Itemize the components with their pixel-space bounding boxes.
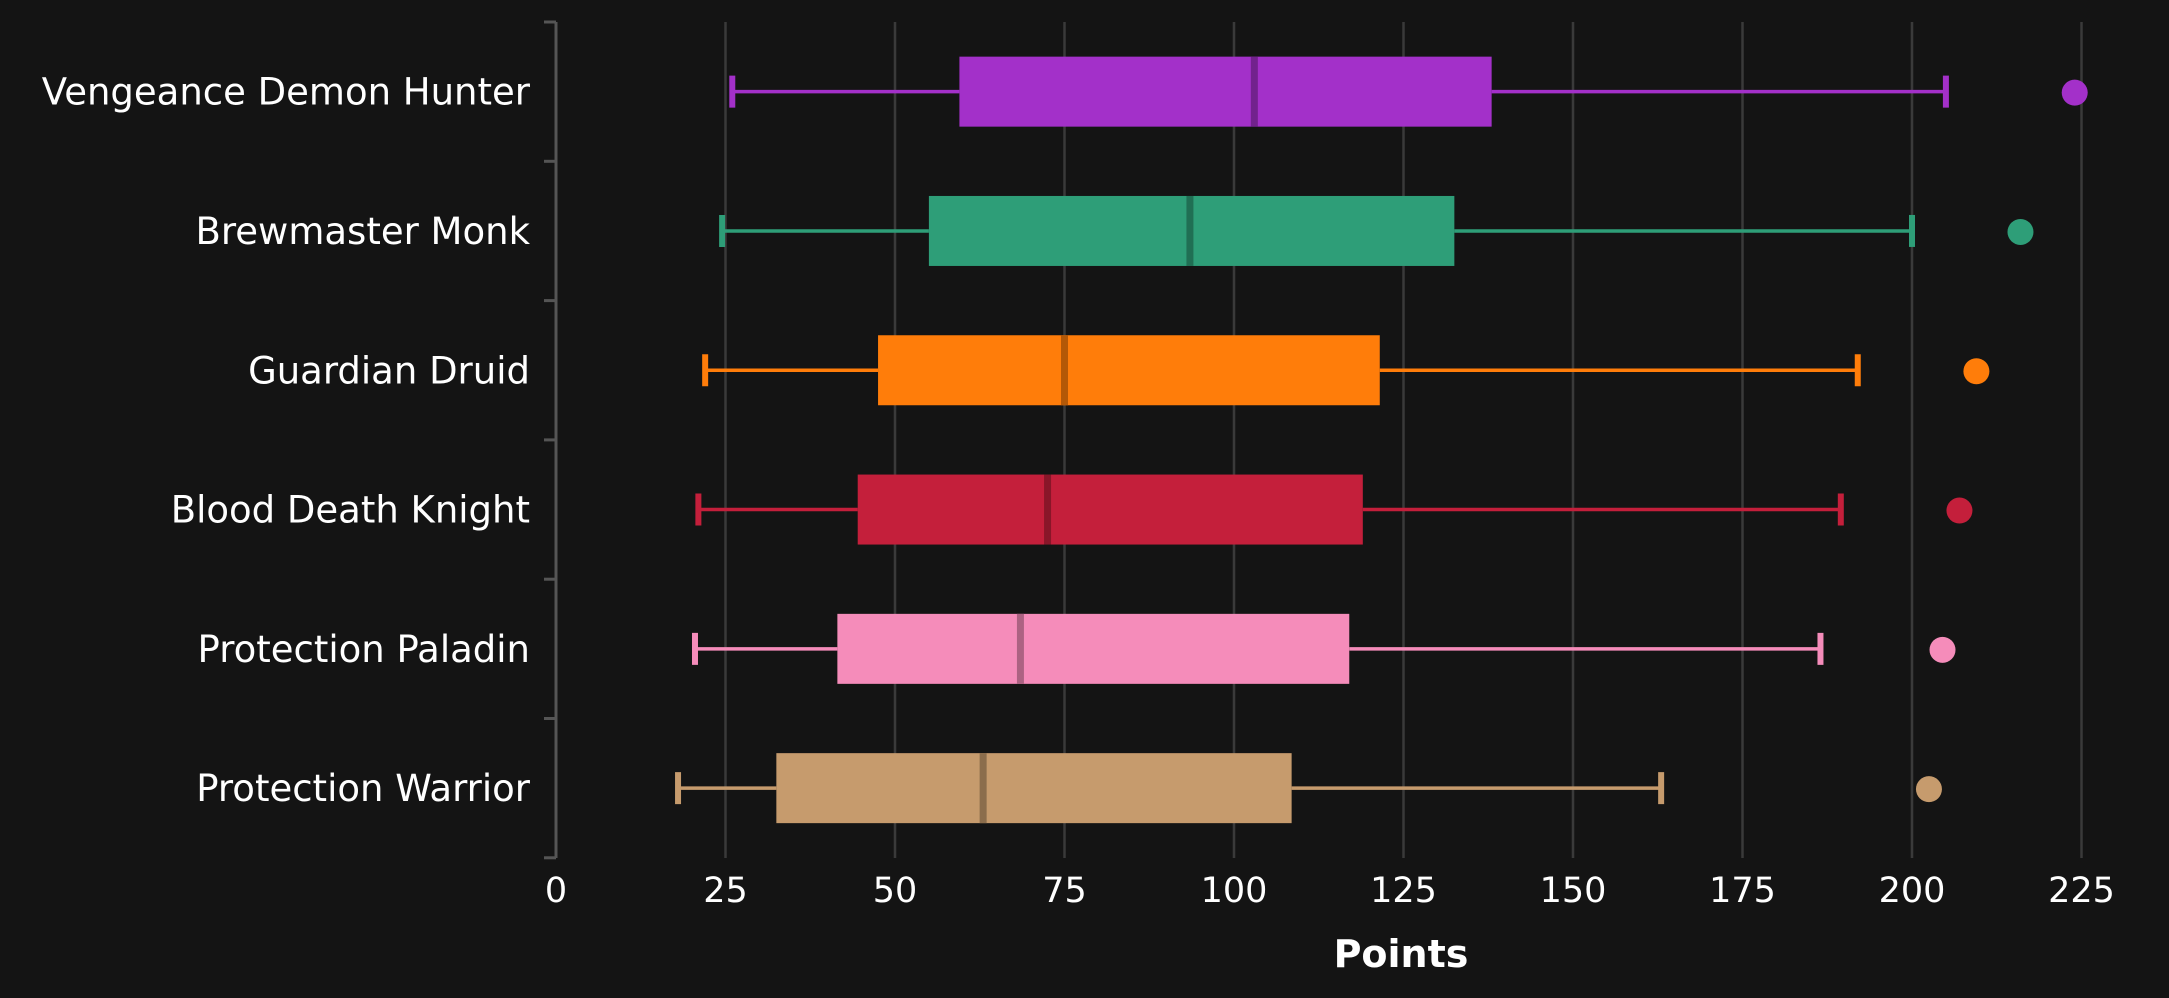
x-axis-title: Points	[1334, 932, 1469, 976]
outlier-point	[1915, 776, 1942, 803]
x-tick-label: 100	[1201, 871, 1268, 911]
category-label: Vengeance Demon Hunter	[42, 71, 531, 114]
iqr-box	[857, 474, 1363, 545]
iqr-box	[959, 56, 1492, 127]
x-tick-label: 225	[2048, 871, 2115, 911]
x-tick-label: 75	[1042, 871, 1087, 911]
box-blood-death-knight	[695, 474, 1973, 545]
x-tick-label: 50	[873, 871, 918, 911]
outlier-point	[2061, 79, 2088, 106]
y-axis	[544, 20, 558, 860]
outlier-point	[1946, 497, 1973, 524]
category-label: Protection Warrior	[196, 767, 531, 810]
iqr-box	[776, 753, 1292, 824]
iqr-box	[878, 335, 1380, 406]
category-label: Protection Paladin	[198, 628, 530, 671]
category-label: Guardian Druid	[248, 349, 530, 392]
grid-lines	[724, 22, 2083, 858]
boxes	[675, 56, 2088, 824]
category-label: Brewmaster Monk	[196, 210, 531, 253]
outlier-point	[2007, 218, 2034, 245]
x-tick-label: 200	[1879, 871, 1946, 911]
box-guardian-druid	[702, 335, 1990, 406]
box-vengeance-demon-hunter	[729, 56, 2088, 127]
x-tick-labels: 0 25 50 75 100 125 150 175 200 225	[545, 871, 2115, 911]
outlier-point	[1929, 636, 1956, 663]
category-label: Blood Death Knight	[171, 489, 530, 532]
x-tick-label: 0	[545, 871, 567, 911]
box-brewmaster-monk	[719, 195, 2034, 266]
box-protection-paladin	[691, 613, 1956, 684]
category-labels: Vengeance Demon Hunter Brewmaster Monk Gua…	[42, 71, 531, 811]
x-tick-label: 150	[1540, 871, 1607, 911]
box-protection-warrior	[675, 753, 1942, 824]
x-tick-label: 25	[703, 871, 748, 911]
iqr-box	[837, 613, 1350, 684]
outlier-point	[1963, 358, 1990, 385]
x-tick-label: 175	[1709, 871, 1776, 911]
x-tick-label: 125	[1370, 871, 1437, 911]
